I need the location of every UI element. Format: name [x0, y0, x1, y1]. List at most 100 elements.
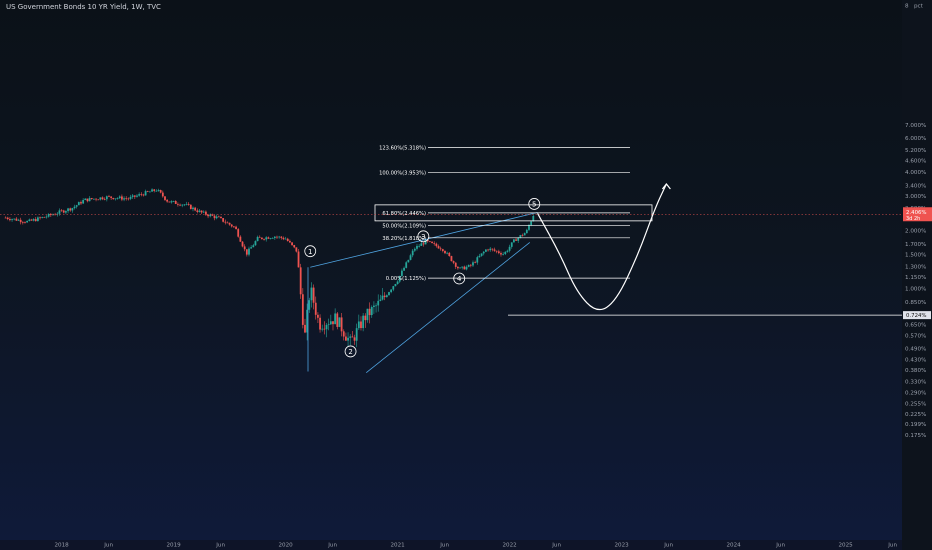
candle-body — [155, 190, 158, 192]
candle-body — [88, 198, 91, 202]
candle-body — [174, 201, 177, 204]
candle-body — [207, 214, 209, 217]
candle-body — [454, 262, 457, 267]
x-tick-label: Jun — [439, 543, 449, 549]
candle-body — [276, 236, 278, 238]
candle-body — [495, 250, 498, 252]
candle-body — [469, 264, 472, 266]
y-tick-label: 7.000% — [905, 123, 926, 129]
candle-body — [282, 237, 285, 240]
candle-body — [297, 251, 300, 268]
candle-body — [482, 251, 485, 254]
fib-level-label: 38.20%(1.818%) — [382, 236, 426, 242]
candle-body — [168, 201, 171, 203]
candle-body — [286, 238, 289, 242]
candle-body — [39, 217, 41, 219]
candle-body — [332, 321, 334, 325]
candle-body — [349, 336, 352, 338]
candle-body — [360, 321, 362, 329]
candle-body — [67, 208, 69, 212]
candle-body — [345, 336, 347, 341]
candle-body — [19, 219, 22, 223]
candle-body — [65, 211, 67, 213]
candle-body — [278, 236, 281, 238]
candle-body — [222, 218, 225, 222]
candle-body — [241, 241, 244, 247]
candle-body — [24, 222, 26, 223]
y-tick-label: 0.330% — [905, 380, 926, 386]
candle-body — [28, 219, 31, 221]
candle-body — [373, 305, 375, 308]
price-axis-panel — [902, 0, 932, 550]
x-tick-label: Jun — [551, 543, 561, 549]
fib-level-label: 50.00%(2.109%) — [382, 223, 426, 229]
candle-body — [351, 336, 354, 338]
candle-body — [228, 222, 231, 225]
candle-body — [519, 235, 522, 238]
candle-body — [196, 210, 199, 212]
candle-body — [93, 198, 95, 200]
candle-body — [62, 210, 65, 213]
candle-body — [424, 239, 427, 245]
candle-body — [220, 216, 222, 219]
candle-body — [37, 217, 39, 222]
candle-body — [263, 239, 265, 240]
candle-body — [233, 226, 235, 228]
candle-body — [467, 264, 470, 267]
candle-body — [95, 198, 97, 200]
candle-body — [80, 202, 82, 204]
candle-body — [377, 300, 380, 306]
candle-body — [187, 203, 190, 205]
y-tick-label: 0.850% — [905, 300, 926, 306]
candle-body — [398, 275, 401, 282]
candle-body — [112, 197, 115, 200]
fib-level-label: 100.00%(3.953%) — [379, 171, 426, 177]
candle-body — [177, 203, 179, 205]
y-unit-label: pct — [914, 4, 924, 10]
channel-upper-line — [310, 211, 538, 268]
x-tick-label: Jun — [103, 543, 113, 549]
candle-body — [181, 204, 184, 206]
y-tick-label: 0.255% — [905, 401, 926, 407]
candle-body — [323, 328, 326, 330]
candle-body — [157, 190, 160, 191]
candle-body — [6, 217, 9, 220]
candle-body — [138, 194, 141, 196]
candle-body — [49, 213, 52, 216]
candle-body — [293, 245, 296, 248]
candle-body — [517, 237, 520, 241]
wave-label: 1 — [308, 248, 312, 256]
candle-body — [396, 281, 399, 285]
y-tick-label: 1.000% — [905, 287, 926, 293]
candle-body — [530, 221, 533, 226]
y-tick-label: 0.199% — [905, 422, 926, 428]
y-tick-label: 0.490% — [905, 346, 926, 352]
candle-body — [11, 219, 13, 221]
candle-body — [448, 252, 451, 257]
candle-body — [200, 210, 203, 213]
candle-body — [118, 196, 121, 199]
candle-body — [439, 248, 442, 250]
candle-body — [144, 191, 147, 196]
y-tick-label: 4.600% — [905, 158, 926, 164]
candle-body — [418, 245, 421, 247]
candle-body — [75, 205, 78, 207]
candle-body — [504, 251, 507, 255]
candle-body — [532, 215, 535, 222]
candle-body — [9, 219, 11, 221]
current-price-countdown: 3d 2h — [906, 216, 920, 222]
candle-body — [355, 328, 358, 341]
candle-body — [60, 210, 63, 212]
candle-body — [161, 192, 164, 197]
x-tick-label: 2022 — [502, 543, 516, 549]
wave-label-circle — [417, 230, 430, 243]
candle-body — [291, 242, 293, 246]
candle-body — [366, 308, 369, 321]
candle-body — [521, 235, 524, 236]
candle-body — [385, 295, 388, 298]
candle-body — [41, 217, 44, 218]
candle-body — [312, 287, 315, 303]
candle-body — [170, 201, 173, 203]
candle-body — [478, 255, 481, 258]
